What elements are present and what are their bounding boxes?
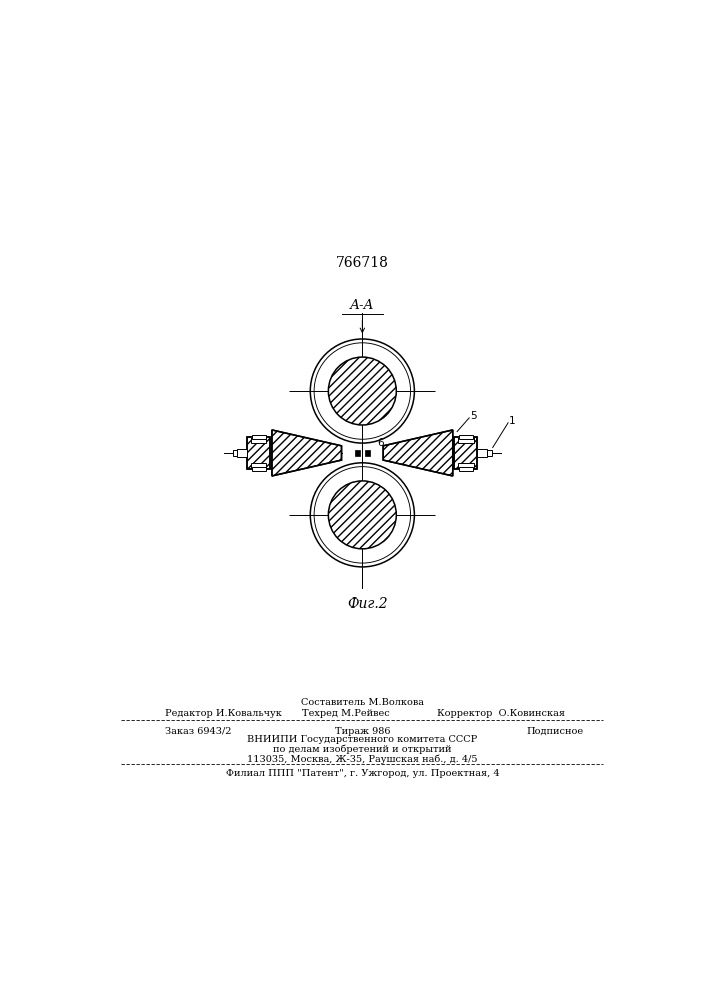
Circle shape: [328, 357, 397, 425]
Bar: [247, 437, 270, 469]
Text: Подписное: Подписное: [527, 727, 584, 736]
Text: ВНИИПИ Государственного комитета СССР: ВНИИПИ Государственного комитета СССР: [247, 735, 477, 744]
Bar: [455, 437, 477, 469]
Text: Составитель М.Волкова: Составитель М.Волкова: [301, 698, 423, 707]
Text: 6: 6: [378, 438, 385, 448]
Bar: [247, 437, 270, 469]
Circle shape: [310, 463, 414, 567]
Bar: [458, 437, 474, 443]
Bar: [459, 435, 473, 439]
Bar: [365, 450, 370, 456]
Text: 1: 1: [509, 416, 516, 426]
Polygon shape: [272, 430, 341, 476]
Bar: [458, 463, 474, 469]
Circle shape: [328, 481, 397, 549]
Text: 5: 5: [470, 411, 477, 421]
Bar: [252, 467, 266, 471]
Bar: [251, 463, 267, 469]
Text: Тираж 986: Тираж 986: [334, 727, 390, 736]
Bar: [251, 437, 267, 443]
Bar: [252, 435, 266, 439]
Bar: [355, 450, 360, 456]
Bar: [458, 463, 474, 469]
Text: 113035, Москва, Ж-35, Раушская наб., д. 4/5: 113035, Москва, Ж-35, Раушская наб., д. …: [247, 755, 478, 764]
Text: Филиал ППП "Патент", г. Ужгород, ул. Проектная, 4: Филиал ППП "Патент", г. Ужгород, ул. Про…: [226, 769, 499, 778]
Bar: [238, 449, 247, 457]
Text: Техред М.Рейвес: Техред М.Рейвес: [302, 709, 390, 718]
Bar: [251, 437, 267, 443]
Text: Редактор И.Ковальчук: Редактор И.Ковальчук: [165, 709, 282, 718]
Circle shape: [310, 339, 414, 443]
Text: А-А: А-А: [350, 299, 375, 312]
Polygon shape: [383, 430, 452, 476]
Bar: [477, 449, 487, 457]
Bar: [247, 437, 270, 469]
Bar: [251, 463, 267, 469]
Bar: [458, 437, 474, 443]
Bar: [233, 450, 238, 456]
Text: 766718: 766718: [336, 256, 389, 270]
Bar: [455, 437, 477, 469]
Bar: [459, 467, 473, 471]
Text: Фиг.2: Фиг.2: [348, 597, 388, 611]
Text: по делам изобретений и открытий: по делам изобретений и открытий: [273, 745, 452, 754]
Bar: [487, 450, 491, 456]
Text: Корректор  О.Ковинская: Корректор О.Ковинская: [437, 709, 565, 718]
Bar: [477, 449, 487, 457]
Bar: [455, 437, 477, 469]
Text: Заказ 6943/2: Заказ 6943/2: [165, 727, 232, 736]
Bar: [238, 449, 247, 457]
